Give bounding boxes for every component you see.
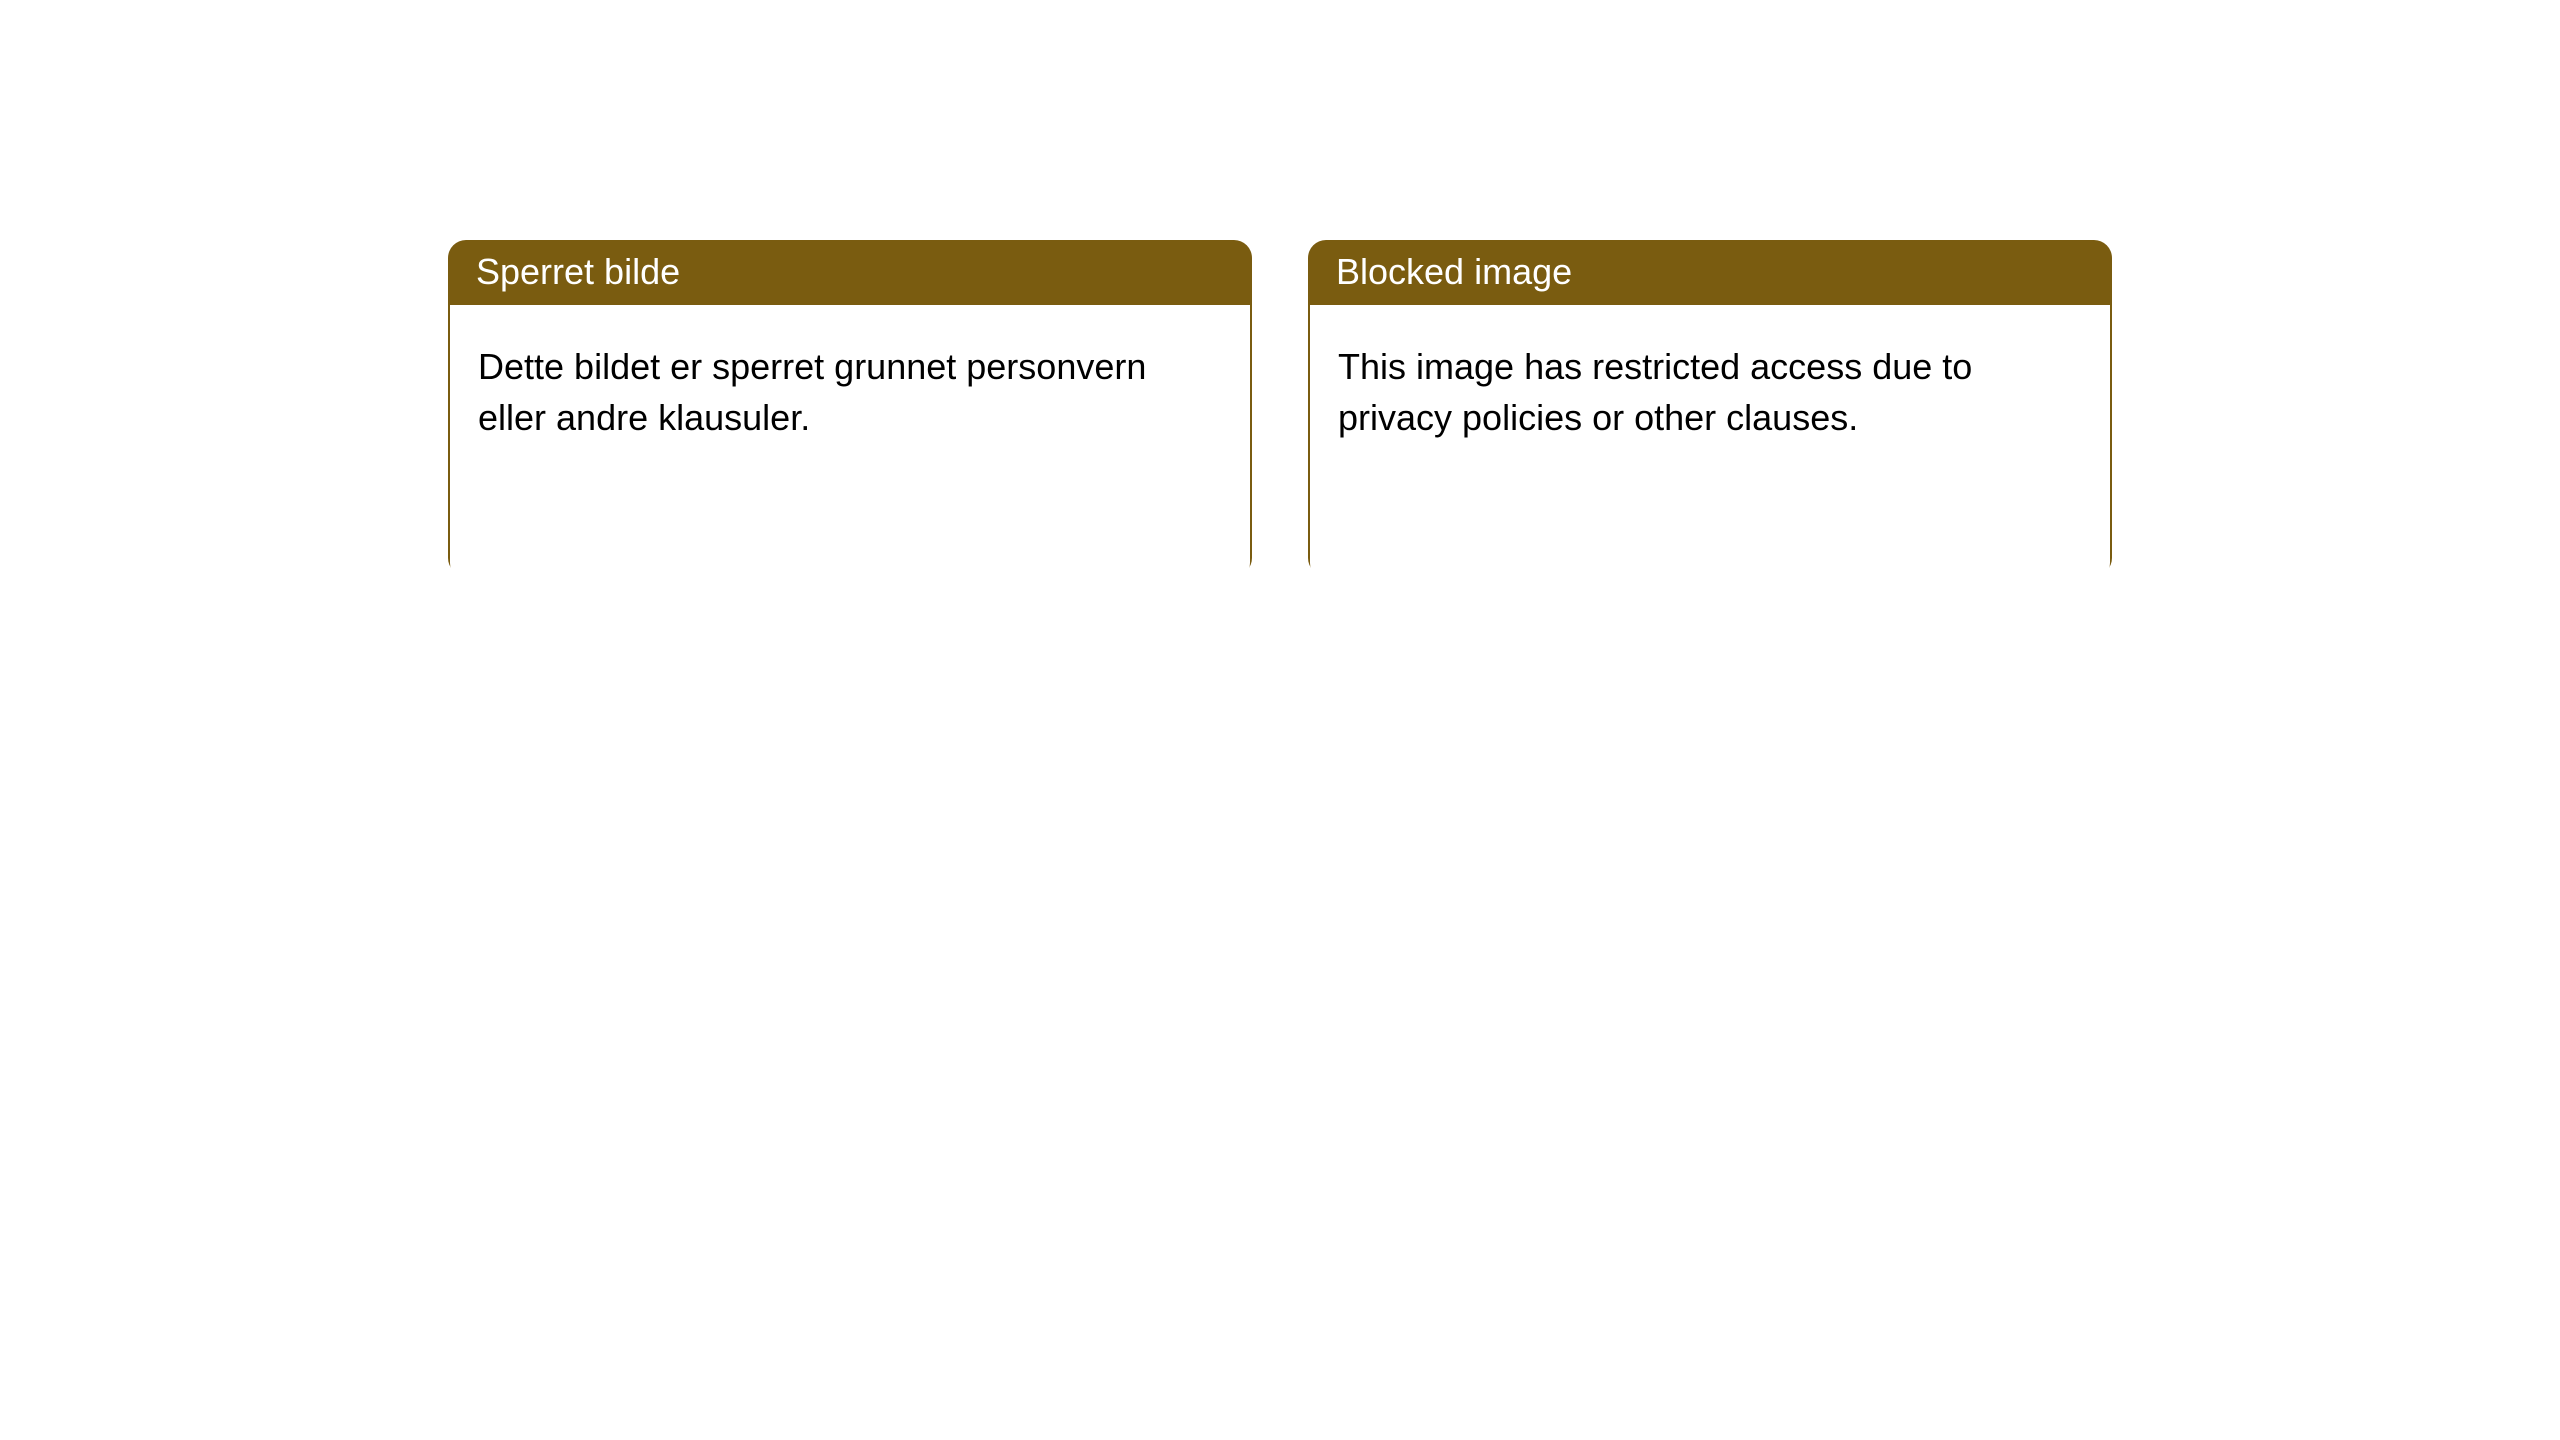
blocked-image-card-en: Blocked image This image has restricted … [1308,240,2112,576]
card-body: This image has restricted access due to … [1308,305,2112,576]
card-header: Blocked image [1308,240,2112,305]
card-header: Sperret bilde [448,240,1252,305]
card-body: Dette bildet er sperret grunnet personve… [448,305,1252,576]
card-container: Sperret bilde Dette bildet er sperret gr… [448,240,2112,576]
blocked-image-card-no: Sperret bilde Dette bildet er sperret gr… [448,240,1252,576]
